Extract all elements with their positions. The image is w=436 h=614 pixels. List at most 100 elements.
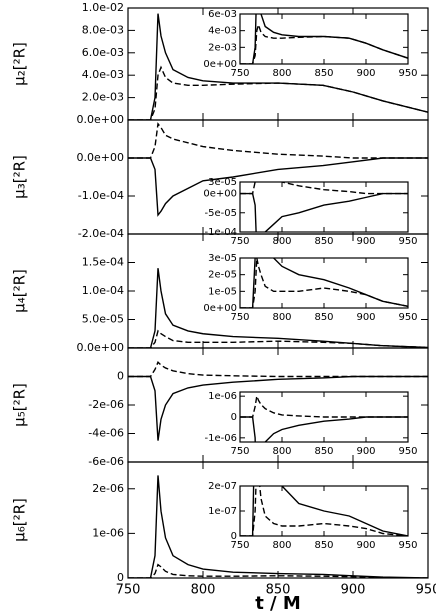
inset-x-tick-label: 750 [230,540,249,551]
inset-y-tick-label: 1e-07 [208,506,237,517]
inset-x-tick-label: 950 [398,68,417,79]
inset-y-tick-label: 0 [231,531,237,542]
inset-frame [239,485,409,537]
y-tick-label: 0.0e+00 [77,341,124,354]
inset-x-tick-label: 950 [398,236,417,247]
inset-y-tick-label: 0e+00 [203,303,237,314]
y-tick-label: 2.0e-03 [82,91,124,104]
inset-x-tick-label: 800 [272,68,291,79]
dashed-line [128,65,428,120]
dashed-line [240,258,408,308]
x-tick-label: 950 [416,583,436,598]
inset-x-tick-label: 900 [356,446,375,457]
inset-x-tick-label: 900 [356,540,375,551]
inset-y-tick-label: 1e-05 [208,286,237,297]
dashed-line [128,122,428,159]
y-tick-label: 1.0e-02 [82,1,124,14]
dashed-line [240,22,408,64]
y-tick-label: -1.0e-04 [78,189,124,202]
y-tick-label: -4e-06 [88,427,124,440]
inset-x-tick-label: 850 [314,540,333,551]
inset-x-tick-label: 900 [356,68,375,79]
x-tick-label: 800 [191,583,216,598]
inset-y-tick-label: 0e+00 [203,189,237,200]
inset-x-tick-label: 900 [356,312,375,323]
y-tick-label: 5.0e-05 [82,313,124,326]
plot-frame [127,461,429,579]
inset-x-tick-label: 800 [272,312,291,323]
y-tick-label: -6e-06 [88,455,124,468]
inset-y-tick-label: 2e-05 [208,270,237,281]
y-tick-label: 1.5e-04 [82,256,124,269]
y-axis-title: μ₃[²R] [11,155,29,199]
inset-y-tick-label: 6e-03 [208,9,237,20]
inset-x-tick-label: 900 [356,236,375,247]
inset-frame [239,181,409,233]
y-tick-label: 1.0e-04 [82,284,124,297]
solid-line [128,475,428,578]
inset-y-tick-label: 1e-06 [208,391,237,402]
dashed-line [128,329,428,348]
x-tick-label: 850 [266,583,291,598]
y-tick-label: -2e-06 [88,398,124,411]
inset-x-tick-label: 750 [230,312,249,323]
y-tick-label: 0.0e+00 [77,113,124,126]
solid-line [128,157,428,217]
solid-line [240,192,408,232]
dashed-line [128,563,428,578]
inset-x-tick-label: 800 [272,540,291,551]
inset-y-tick-label: 0 [231,412,237,423]
inset-y-tick-label: -1e-06 [205,433,237,444]
inset-frame [239,391,409,443]
dashed-line [240,393,408,418]
dashed-line [240,486,408,536]
inset-y-tick-label: -1e-04 [205,227,237,238]
solid-line [128,13,428,120]
inset-x-tick-label: 850 [314,446,333,457]
y-tick-label: 8.0e-03 [82,23,124,36]
y-axis-title: μ₂[²R] [11,42,29,86]
dashed-line [128,361,428,378]
inset-frame [239,13,409,65]
solid-line [240,486,408,536]
inset-y-tick-label: -5e-05 [205,208,237,219]
inset-background [239,13,409,65]
inset-y-tick-label: 4e-03 [208,26,237,37]
y-tick-label: 0 [117,370,124,383]
inset-x-tick-label: 950 [398,540,417,551]
y-tick-label: 4.0e-03 [82,68,124,81]
inset-y-tick-label: 3e-05 [208,253,237,264]
inset-x-tick-label: 950 [398,446,417,457]
y-tick-label: 1e-06 [92,526,124,539]
y-tick-label: 0.0e+00 [77,151,124,164]
inset-x-tick-label: 800 [272,446,291,457]
inset-x-tick-label: 800 [272,236,291,247]
y-axis-title: μ₄[²R] [11,269,29,313]
dashed-line [240,182,408,195]
y-axis-title: μ₅[²R] [11,383,29,427]
y-tick-label: -2.0e-04 [78,227,124,240]
inset-x-tick-label: 750 [230,236,249,247]
y-tick-label: 6.0e-03 [82,46,124,59]
x-axis-title: t / M [255,593,301,614]
inset-x-tick-label: 750 [230,68,249,79]
inset-y-tick-label: 2e-03 [208,42,237,53]
inset-y-tick-label: 2e-07 [208,481,237,492]
inset-y-tick-label: 3e-05 [208,177,237,188]
x-tick-label: 900 [341,583,366,598]
inset-y-tick-label: 0e+00 [203,59,237,70]
y-tick-label: 0 [117,571,124,584]
inset-frame [239,257,409,309]
inset-x-tick-label: 750 [230,446,249,457]
inset-x-tick-label: 850 [314,236,333,247]
y-axis-title: μ₆[²R] [11,498,29,542]
x-tick-label: 750 [116,583,141,598]
inset-x-tick-label: 850 [314,312,333,323]
solid-line [240,258,408,308]
y-tick-label: 2e-06 [92,482,124,495]
inset-x-tick-label: 850 [314,68,333,79]
inset-background [239,257,409,309]
inset-x-tick-label: 950 [398,312,417,323]
